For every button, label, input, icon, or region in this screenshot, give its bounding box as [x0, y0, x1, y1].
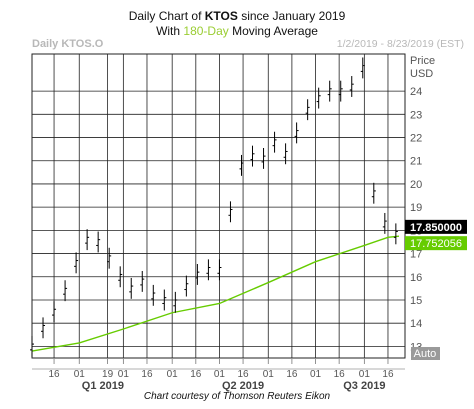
- x-tick-label: 01: [167, 369, 179, 380]
- chart-instrument-label: Daily KTOS.O: [32, 38, 104, 50]
- grid: [31, 53, 406, 359]
- x-tick-label: 16: [382, 369, 394, 380]
- y-tick-label: 16: [410, 272, 422, 284]
- y-tick-label: 21: [410, 156, 422, 168]
- chart-footer: Chart courtesy of Thomson Reuters Eikon: [143, 391, 331, 402]
- x-tick-label: 16: [141, 369, 153, 380]
- y-tick-label: 24: [410, 86, 422, 98]
- ma-period-label: 180-Day: [183, 24, 229, 38]
- y-tick-label: 14: [410, 318, 422, 330]
- y-axis: 131415161718192021222324: [410, 86, 422, 353]
- x-tick-label: 01: [214, 369, 226, 380]
- last-price-box: [405, 219, 467, 234]
- plot-frame: [31, 53, 406, 359]
- auto-scale-button: [411, 347, 440, 360]
- value-labels: 17.850000 17.752056 Auto: [405, 219, 467, 360]
- x-tick-label: 01: [263, 369, 275, 380]
- chart-title-line1: Daily Chart of KTOS since January 2019: [128, 9, 346, 23]
- ticker-symbol: KTOS: [204, 9, 238, 23]
- x-tick-label: 16: [286, 369, 298, 380]
- chart-title-line2: With 180-Day Moving Average: [156, 24, 318, 38]
- y-tick-label: 23: [410, 109, 422, 121]
- y-tick-label: 22: [410, 133, 422, 145]
- x-tick-label: 01: [74, 369, 86, 380]
- x-tick-label: 16: [238, 369, 250, 380]
- quarter-label: Q3 2019: [343, 380, 385, 392]
- x-tick-label: 01: [310, 369, 322, 380]
- x-tick-label: 19: [102, 369, 114, 380]
- x-tick-label: 16: [190, 369, 202, 380]
- y-tick-label: 15: [410, 295, 422, 307]
- quarter-label: Q2 2019: [222, 380, 264, 392]
- ma-value-label: 17.752056: [410, 238, 462, 250]
- ma-value-box: [405, 236, 467, 251]
- ma-line: [31, 235, 400, 352]
- x-tick-label: 16: [48, 369, 60, 380]
- chart-date-range: 1/2/2019 - 8/23/2019 (EST): [337, 38, 464, 50]
- x-tick-label: 01: [118, 369, 130, 380]
- ma-series-line: [31, 235, 400, 352]
- x-tick-label: 01: [359, 369, 371, 380]
- x-axis: 16 01 19 01 16 01 16 01 16 01 16 01 16 01 16 Q1 2019 Q2 …: [32, 359, 405, 392]
- y-axis-label-price: Price: [410, 55, 435, 67]
- y-axis-label-unit: USD: [410, 68, 433, 80]
- auto-scale-label: Auto: [414, 348, 437, 360]
- quarter-label: Q1 2019: [82, 380, 124, 392]
- y-tick-label: 19: [410, 202, 422, 214]
- y-tick-label: 20: [410, 179, 422, 191]
- x-tick-label: 16: [334, 369, 346, 380]
- price-bars: [30, 57, 398, 357]
- y-tick-label: 17: [410, 249, 422, 261]
- last-price-label: 17.850000: [410, 222, 462, 234]
